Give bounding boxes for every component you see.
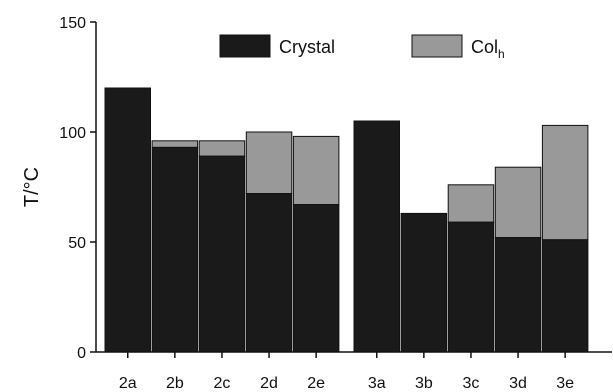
x-tick-label: 2c xyxy=(213,375,230,392)
bar-crystal-2e xyxy=(292,204,340,353)
bar-crystal-3b xyxy=(400,212,448,353)
bar-colh-3e xyxy=(541,124,589,241)
y-tick-label: 50 xyxy=(68,235,86,252)
bar-colh-2e xyxy=(292,135,340,206)
legend: Crystal Colh xyxy=(219,34,505,61)
bar-crystal-2a xyxy=(104,87,151,353)
legend-swatch xyxy=(411,34,463,58)
bar-crystal-3e xyxy=(541,239,589,353)
y-axis-label: T/°C xyxy=(21,167,43,207)
x-tick-label: 2a xyxy=(119,375,137,392)
x-ticks: 2a 2b 2c 2d 2e 3a 3b 3c 3d 3e xyxy=(119,352,574,392)
bar-crystal-2d xyxy=(245,193,293,353)
bar-crystal-3d xyxy=(494,237,542,353)
x-tick-label: 3e xyxy=(556,375,574,392)
y-tick-label: 100 xyxy=(59,125,86,142)
legend-label: Colh xyxy=(471,37,505,61)
bar-colh-2b xyxy=(151,140,199,148)
bar-crystal-3a xyxy=(353,120,400,353)
y-tick-label: 0 xyxy=(77,345,86,362)
legend-label: Crystal xyxy=(279,37,335,57)
x-tick-label: 2d xyxy=(260,375,278,392)
y-ticks: 0 50 100 150 xyxy=(59,15,96,362)
y-tick-label: 150 xyxy=(59,15,86,32)
bar-crystal-2c xyxy=(198,155,246,353)
x-tick-label: 3b xyxy=(415,375,433,392)
bar-crystal-2b xyxy=(151,146,199,353)
legend-label-subscript: h xyxy=(498,47,505,61)
bar-colh-2c xyxy=(198,140,246,157)
bar-colh-3d xyxy=(494,166,542,239)
x-tick-label: 3a xyxy=(368,375,386,392)
x-tick-label: 3c xyxy=(462,375,479,392)
bar-colh-2d xyxy=(245,131,293,195)
legend-swatch xyxy=(219,34,271,58)
x-tick-label: 2b xyxy=(166,375,184,392)
x-tick-label: 2e xyxy=(307,375,325,392)
bar-crystal-3c xyxy=(447,221,495,353)
axes-layer xyxy=(95,22,612,353)
x-tick-label: 3d xyxy=(509,375,527,392)
bars-layer xyxy=(104,87,589,353)
bar-colh-3c xyxy=(447,184,495,223)
